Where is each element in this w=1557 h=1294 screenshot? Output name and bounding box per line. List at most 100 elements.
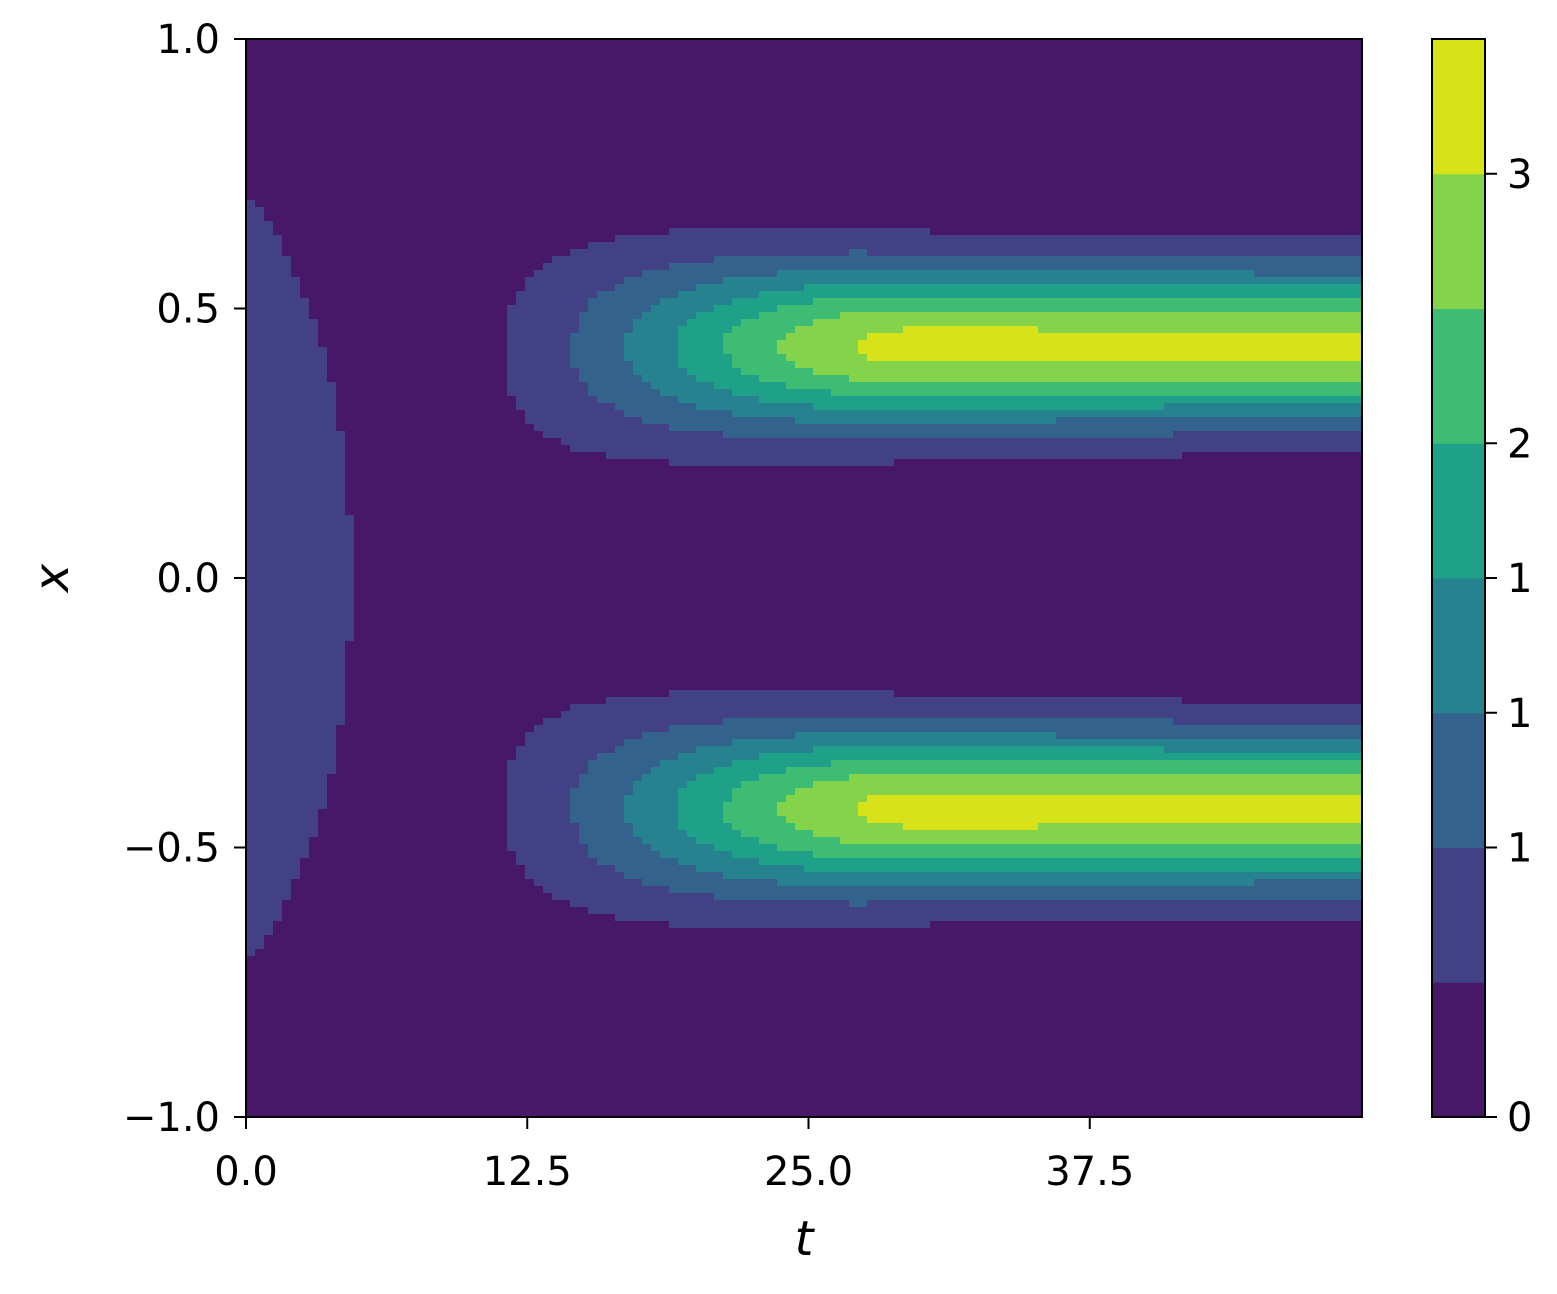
contour-cell — [498, 431, 508, 439]
contour-cell — [489, 242, 499, 250]
contour-cell — [381, 417, 391, 425]
contour-cell — [282, 900, 292, 908]
contour-cell — [381, 487, 391, 495]
contour-cell — [516, 347, 526, 355]
contour-cell — [282, 60, 292, 68]
contour-cell — [354, 795, 364, 803]
contour-cell — [534, 375, 544, 383]
contour-cell — [534, 368, 544, 376]
contour-cell — [282, 375, 292, 383]
contour-cell — [408, 1061, 418, 1069]
contour-cell — [390, 662, 400, 670]
contour-cell — [354, 970, 364, 978]
contour-cell — [435, 242, 445, 250]
contour-cell — [291, 389, 301, 397]
contour-cell — [372, 172, 382, 180]
contour-cell — [282, 991, 292, 999]
contour-cell — [354, 935, 364, 943]
contour-cell — [372, 1054, 382, 1062]
contour-cell — [318, 1068, 328, 1076]
contour-cell — [309, 1054, 319, 1062]
contour-cell — [255, 942, 265, 950]
contour-cell — [489, 977, 499, 985]
contour-cell — [318, 613, 328, 621]
contour-cell — [246, 991, 256, 999]
contour-cell — [516, 641, 526, 649]
contour-cell — [300, 529, 310, 537]
contour-cell — [318, 774, 328, 782]
contour-cell — [309, 858, 319, 866]
contour-cell — [318, 711, 328, 719]
contour-cell — [480, 683, 490, 691]
contour-cell — [345, 60, 355, 68]
contour-cell — [507, 109, 517, 117]
contour-cell — [507, 95, 517, 103]
contour-cell — [345, 270, 355, 278]
contour-cell — [462, 382, 472, 390]
contour-cell — [453, 186, 463, 194]
contour-cell — [498, 627, 508, 635]
contour-cell — [426, 487, 436, 495]
contour-cell — [417, 291, 427, 299]
contour-cell — [417, 837, 427, 845]
contour-cell — [300, 1019, 310, 1027]
contour-cell — [453, 844, 463, 852]
contour-cell — [327, 60, 337, 68]
contour-cell — [507, 627, 517, 635]
contour-cell — [291, 221, 301, 229]
contour-cell — [309, 998, 319, 1006]
contour-cell — [444, 515, 454, 523]
contour-cell — [516, 991, 526, 999]
contour-cell — [462, 452, 472, 460]
contour-cell — [390, 396, 400, 404]
contour-cell — [525, 1033, 535, 1041]
contour-cell — [489, 1012, 499, 1020]
contour-cell — [399, 1089, 409, 1097]
contour-cell — [300, 144, 310, 152]
contour-cell — [273, 53, 283, 61]
contour-cell — [507, 550, 517, 558]
contour-cell — [471, 522, 481, 530]
contour-cell — [489, 214, 499, 222]
contour-cell — [300, 403, 310, 411]
contour-cell — [273, 578, 283, 586]
contour-cell — [264, 928, 274, 936]
contour-cell — [435, 95, 445, 103]
contour-cell — [372, 473, 382, 481]
contour-cell — [363, 788, 373, 796]
contour-cell — [516, 578, 526, 586]
contour-cell — [489, 228, 499, 236]
contour-cell — [372, 725, 382, 733]
contour-cell — [372, 914, 382, 922]
contour-cell — [246, 613, 256, 621]
contour-cell — [516, 144, 526, 152]
contour-cell — [381, 599, 391, 607]
contour-cell — [345, 830, 355, 838]
contour-cell — [435, 1103, 445, 1111]
contour-cell — [300, 655, 310, 663]
contour-cell — [345, 74, 355, 82]
contour-cell — [507, 242, 517, 250]
contour-cell — [516, 697, 526, 705]
contour-cell — [399, 207, 409, 215]
contour-cell — [498, 837, 508, 845]
contour-cell — [318, 837, 328, 845]
contour-cell — [390, 312, 400, 320]
contour-cell — [300, 508, 310, 516]
contour-cell — [363, 564, 373, 572]
contour-cell — [345, 1019, 355, 1027]
contour-cell — [462, 732, 472, 740]
contour-cell — [282, 627, 292, 635]
contour-cell — [336, 802, 346, 810]
contour-cell — [489, 361, 499, 369]
contour-cell — [408, 235, 418, 243]
contour-cell — [516, 872, 526, 880]
contour-cell — [399, 410, 409, 418]
contour-cell — [435, 347, 445, 355]
contour-cell — [516, 487, 526, 495]
contour-cell — [408, 319, 418, 327]
contour-cell — [444, 1103, 454, 1111]
contour-cell — [516, 151, 526, 159]
contour-cell — [246, 823, 256, 831]
contour-cell — [273, 564, 283, 572]
